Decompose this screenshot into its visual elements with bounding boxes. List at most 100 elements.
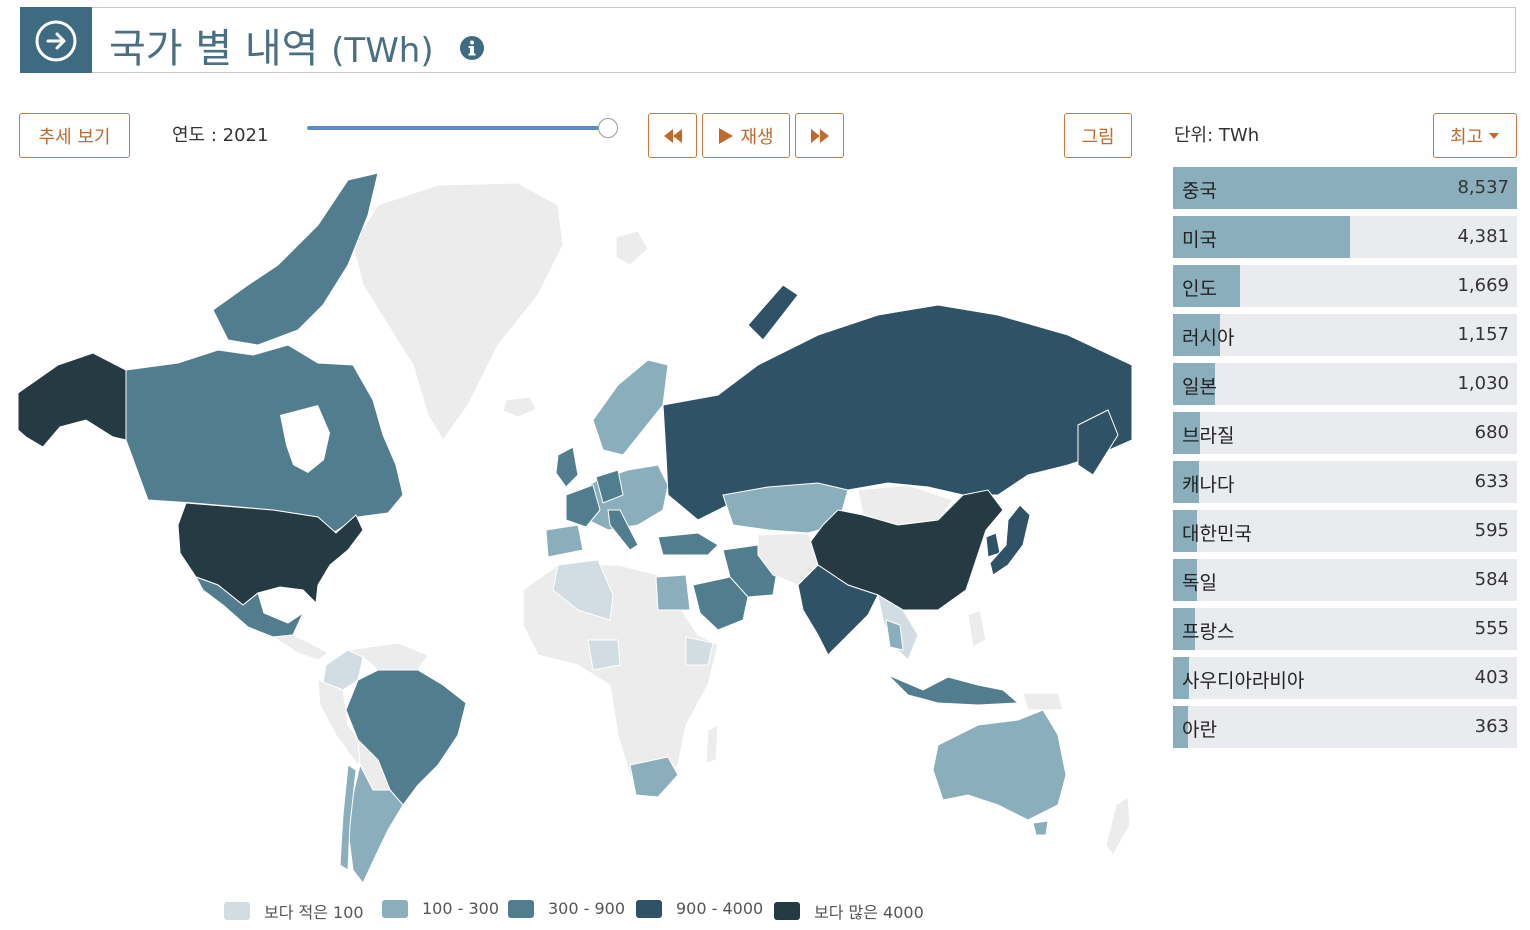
map-region-novaya-zemlya <box>747 284 799 341</box>
map-region-papua-new-guinea[interactable] <box>1022 692 1064 711</box>
legend-swatch <box>224 902 250 920</box>
map-country-germany[interactable] <box>595 469 624 504</box>
ranking-row[interactable]: 중국 8,537 <box>1173 167 1517 209</box>
map-country-kenya[interactable] <box>587 639 621 671</box>
map-country-india[interactable] <box>797 564 879 656</box>
play-button-label: 재생 <box>740 126 774 148</box>
legend-label: 300 - 900 <box>548 899 626 918</box>
map-country-algeria[interactable] <box>552 559 614 621</box>
play-icon <box>719 127 734 144</box>
ranking-bar <box>1173 363 1215 405</box>
map-region-philippines[interactable] <box>967 609 987 648</box>
year-label: 연도 : 2021 <box>172 125 269 146</box>
map-water-hudson-bay <box>280 405 330 473</box>
map-country-australia[interactable] <box>932 709 1067 821</box>
ranking-country-name: 인도 <box>1182 278 1217 300</box>
rewind-button[interactable] <box>648 113 697 158</box>
ranking-value: 8,537 <box>1457 177 1509 198</box>
ranking-value: 363 <box>1474 716 1509 737</box>
map-country-thailand[interactable] <box>885 619 904 651</box>
legend-swatch <box>636 899 662 918</box>
sort-dropdown[interactable]: 최고 <box>1433 113 1517 158</box>
ranking-row[interactable]: 대한민국 595 <box>1173 510 1517 552</box>
ranking-country-name: 독일 <box>1182 572 1217 594</box>
ranking-country-name: 일본 <box>1182 376 1217 398</box>
map-country-iceland[interactable] <box>502 396 537 418</box>
ranking-row[interactable]: 미국 4,381 <box>1173 216 1517 258</box>
map-region-central-america[interactable] <box>271 634 329 661</box>
legend-item: 300 - 900 <box>508 899 625 918</box>
ranking-bar <box>1173 412 1200 454</box>
ranking-country-name: 사우디아라비아 <box>1182 670 1305 692</box>
page-title-text: 국가 별 내역 <box>109 26 319 72</box>
ranking-row[interactable]: 사우디아라비아 403 <box>1173 657 1517 699</box>
world-map <box>18 172 1132 884</box>
map-country-saudi-arabia[interactable] <box>692 576 749 631</box>
map-region-scandinavia[interactable] <box>592 359 669 456</box>
page-title-unit: (TWh) <box>331 31 434 71</box>
map-country-japan[interactable] <box>989 504 1031 576</box>
page-header: 국가 별 내역 (TWh) <box>20 7 1516 73</box>
ranking-bar <box>1173 314 1220 356</box>
map-country-chile[interactable] <box>339 764 357 871</box>
ranking-row[interactable]: 프랑스 555 <box>1173 608 1517 650</box>
map-country-new-zealand[interactable] <box>1105 796 1131 856</box>
unit-label: 단위: TWh <box>1174 125 1260 146</box>
map-country-ethiopia[interactable] <box>685 636 714 666</box>
ranking-row[interactable]: 아란 363 <box>1173 706 1517 748</box>
legend-label: 100 - 300 <box>422 899 500 918</box>
legend-item: 보다 많은 4000 <box>774 899 924 923</box>
trend-button[interactable]: 추세 보기 <box>19 113 130 158</box>
map-region-canadian-arctic <box>212 172 379 346</box>
map-country-madagascar[interactable] <box>705 724 719 764</box>
ranking-row[interactable]: 러시아 1,157 <box>1173 314 1517 356</box>
fast-forward-button[interactable] <box>795 113 844 158</box>
year-slider-track[interactable] <box>307 126 607 130</box>
ranking-row[interactable]: 일본 1,030 <box>1173 363 1517 405</box>
ranking-row[interactable]: 독일 584 <box>1173 559 1517 601</box>
ranking-row[interactable]: 인도 1,669 <box>1173 265 1517 307</box>
ranking-bar <box>1173 608 1195 650</box>
ranking-country-name: 미국 <box>1182 229 1217 251</box>
year-slider-handle[interactable] <box>598 118 618 138</box>
map-country-turkey[interactable] <box>657 532 719 556</box>
map-country-alaska[interactable] <box>18 352 127 448</box>
play-button[interactable]: 재생 <box>702 113 790 158</box>
legend-label: 보다 적은 100 <box>264 903 364 922</box>
legend-label: 보다 많은 4000 <box>814 903 924 922</box>
ranking-row[interactable]: 브라질 680 <box>1173 412 1517 454</box>
ranking-bar <box>1173 510 1197 552</box>
map-country-france[interactable] <box>565 484 601 528</box>
chart-button[interactable]: 그림 <box>1064 113 1132 158</box>
map-country-indonesia[interactable] <box>887 674 1020 706</box>
ranking-country-name: 중국 <box>1182 180 1217 202</box>
legend-item: 900 - 4000 <box>636 899 763 918</box>
map-region-kamchatka <box>1077 409 1119 476</box>
map-country-svalbard[interactable] <box>615 230 649 266</box>
ranking-bar <box>1173 706 1188 748</box>
ranking-country-name: 브라질 <box>1182 425 1235 447</box>
legend-label: 900 - 4000 <box>676 899 764 918</box>
ranking-row[interactable]: 캐나다 633 <box>1173 461 1517 503</box>
map-country-south-africa[interactable] <box>629 756 679 798</box>
ranking-value: 555 <box>1474 618 1509 639</box>
ranking-value: 595 <box>1474 520 1509 541</box>
map-country-united-kingdom[interactable] <box>555 446 579 488</box>
rewind-icon <box>663 128 682 143</box>
map-country-tasmania <box>1032 820 1049 836</box>
map-country-spain[interactable] <box>545 524 584 558</box>
ranking-value: 584 <box>1474 569 1509 590</box>
map-region-africa[interactable] <box>522 564 719 786</box>
header-icon-box[interactable] <box>20 7 92 73</box>
map-country-egypt[interactable] <box>655 574 691 611</box>
map-country-mexico[interactable] <box>194 576 305 638</box>
page-title: 국가 별 내역 (TWh) <box>109 16 434 74</box>
legend-swatch <box>382 899 408 918</box>
map-country-italy[interactable] <box>607 509 639 551</box>
ranking-value: 1,030 <box>1457 373 1509 394</box>
sort-dropdown-label: 최고 <box>1449 126 1484 148</box>
info-icon[interactable] <box>459 35 485 61</box>
map-country-canada[interactable] <box>125 344 404 534</box>
arrow-circle-right-icon <box>35 20 77 62</box>
map-country-greenland[interactable] <box>352 182 564 441</box>
